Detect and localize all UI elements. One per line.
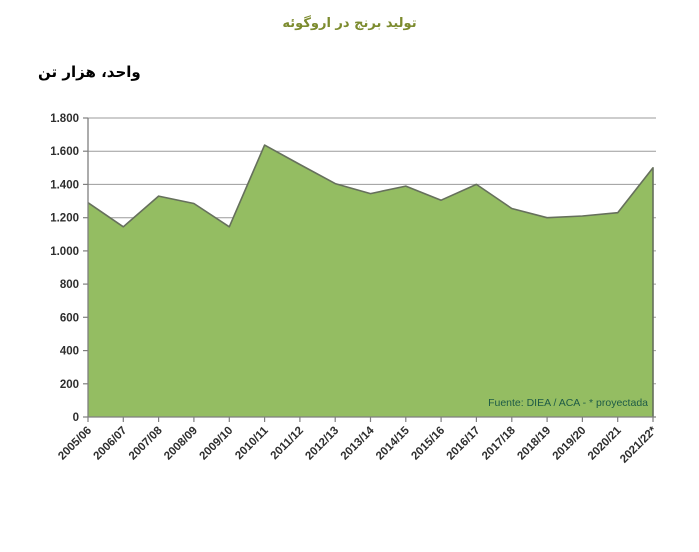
- x-tick-label: 2017/18: [480, 424, 518, 462]
- x-tick-label: 2021/22*: [618, 424, 659, 465]
- x-tick-label: 2007/08: [127, 424, 165, 462]
- y-tick-label: 200: [60, 379, 79, 391]
- x-tick-label: 2014/15: [374, 424, 412, 462]
- x-tick-label: 2005/06: [56, 425, 94, 463]
- y-tick-label: 1.800: [50, 113, 79, 125]
- y-tick-label: 1.200: [50, 213, 79, 225]
- x-tick-label: 2010/11: [233, 424, 271, 462]
- y-tick-label: 400: [60, 346, 79, 358]
- chart-title: تولید برنج در اروگوئه: [282, 16, 417, 31]
- y-tick-label: 0: [73, 412, 79, 424]
- y-tick-label: 600: [60, 312, 79, 324]
- x-tick-label: 2016/17: [445, 425, 483, 463]
- x-tick-label: 2018/19: [515, 425, 553, 463]
- y-tick-label: 800: [60, 279, 79, 291]
- area-fill: [88, 145, 653, 417]
- x-tick-label: 2009/10: [198, 425, 236, 463]
- area-series: [87, 144, 654, 417]
- axes: [83, 117, 656, 422]
- unit-axis-label: واحد، هزار تن: [38, 63, 141, 81]
- x-tick-label: 2015/16: [409, 425, 447, 463]
- x-tick-label: 2019/20: [551, 425, 589, 463]
- x-tick-label: 2011/12: [269, 425, 306, 462]
- x-tick-label: 2008/09: [162, 425, 200, 463]
- area-outline: [87, 144, 654, 417]
- x-tick-label: 2006/07: [92, 425, 130, 463]
- y-tick-label: 1.400: [50, 179, 79, 191]
- y-tick-label: 1.600: [50, 146, 79, 158]
- source-note: Fuente: DIEA / ACA - * proyectada: [488, 397, 648, 409]
- x-tick-label: 2012/13: [303, 425, 341, 463]
- x-tick-label: 2013/14: [339, 424, 377, 462]
- y-tick-label: 1.000: [50, 246, 79, 258]
